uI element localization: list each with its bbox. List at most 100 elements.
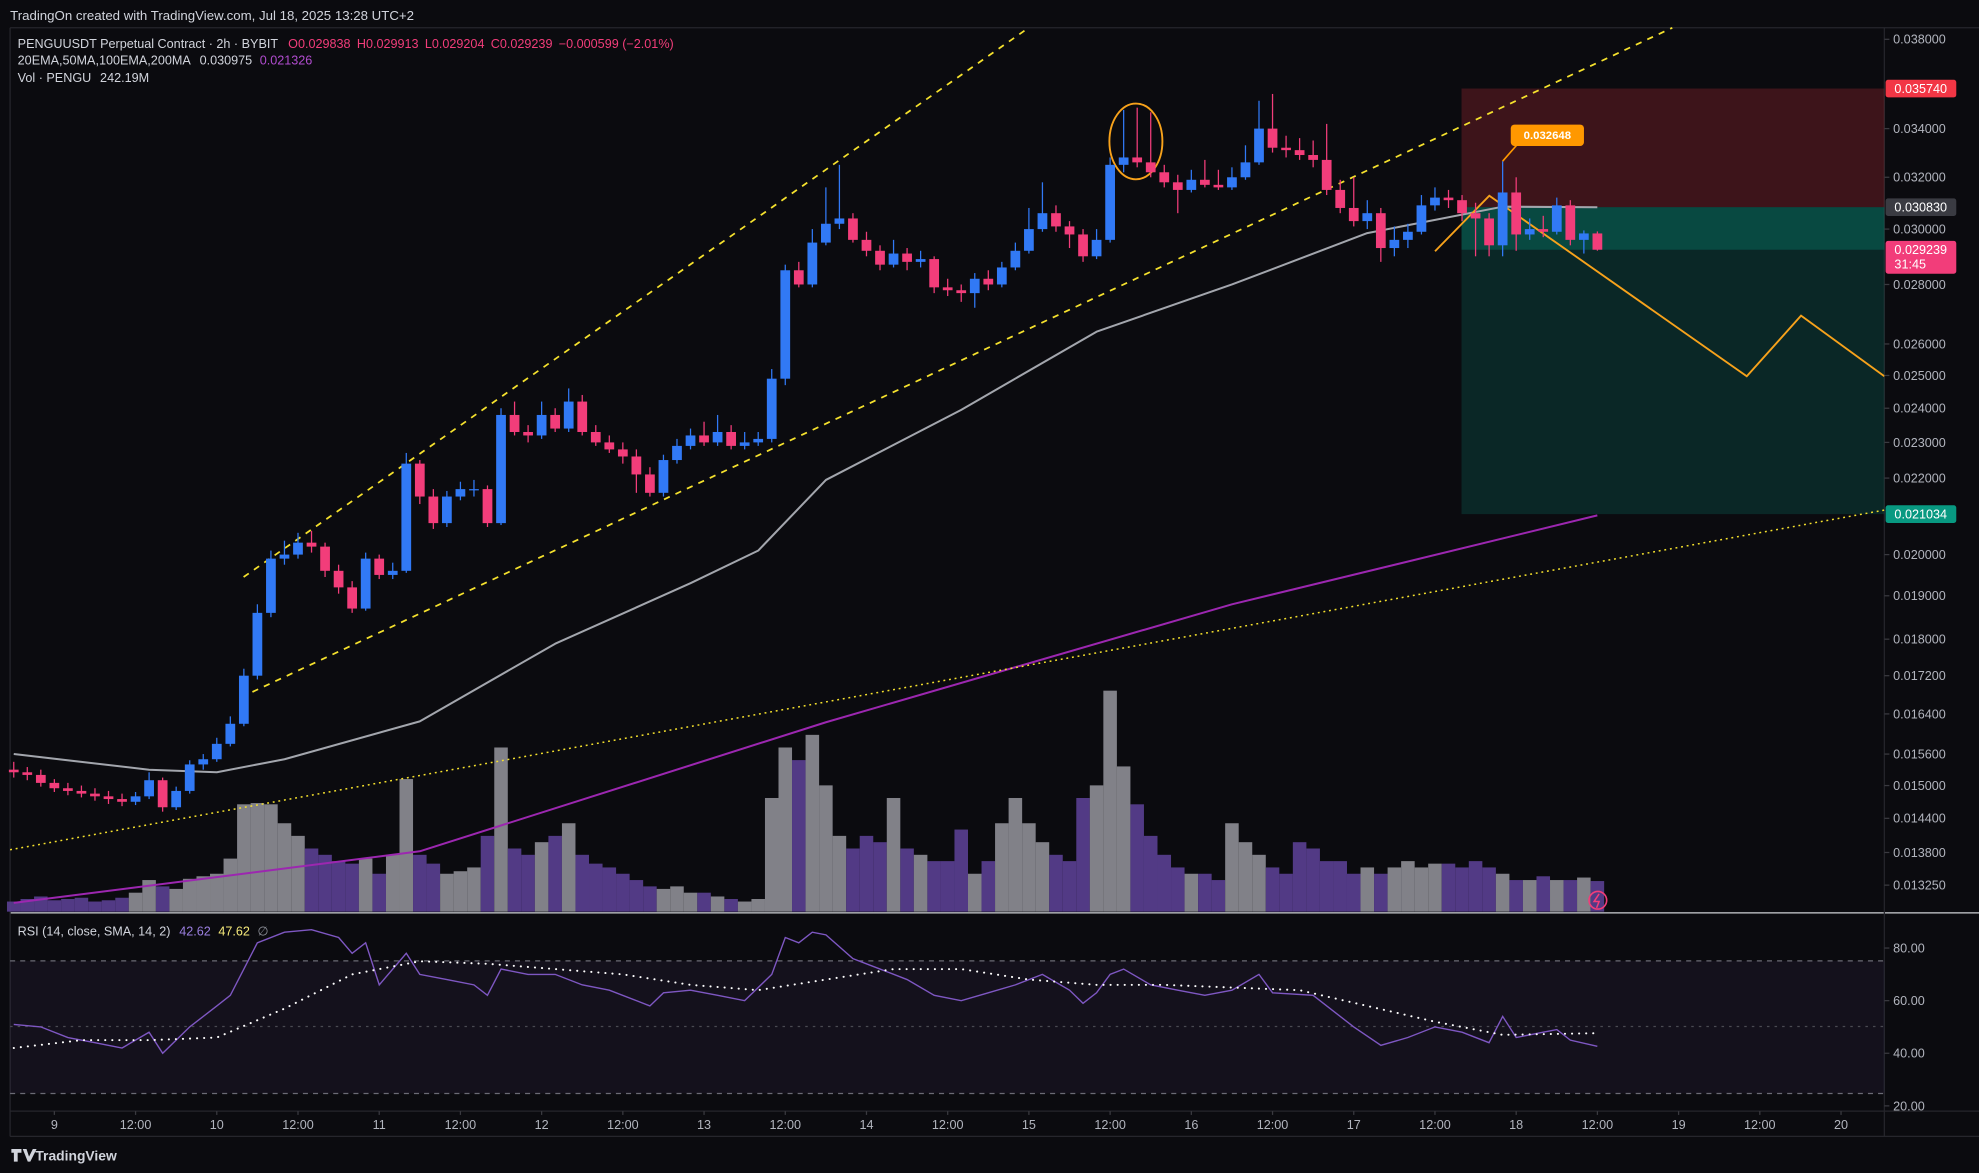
candle-body: [1348, 207, 1359, 222]
position-tool: [1461, 88, 1885, 515]
y-tick-label: 0.013800: [1893, 846, 1946, 860]
volume-bar: [1577, 877, 1591, 912]
credit: TradingOn created with TradingView.com, …: [10, 8, 414, 23]
volume-bar: [521, 854, 535, 912]
volume-bar: [1089, 785, 1104, 912]
candle-body: [915, 259, 926, 262]
x-tick-label: 12:00: [607, 1118, 639, 1132]
volume-bar: [47, 900, 62, 912]
symbol-legend: PENGUUSDT Perpetual Contract · 2h · BYBI…: [18, 37, 674, 51]
volume-bar: [656, 888, 671, 912]
volume-bar: [1401, 861, 1415, 912]
candle-body: [699, 435, 709, 443]
volume-bar: [886, 797, 901, 912]
volume-bar: [291, 835, 305, 912]
x-tick-label: 19: [1672, 1118, 1686, 1132]
rsi-tick-label: 20.00: [1893, 1099, 1925, 1113]
candle-body: [793, 270, 804, 285]
volume-bar: [1333, 861, 1347, 912]
volume-bar: [995, 823, 1009, 912]
candle-body: [279, 554, 290, 559]
volume-bar: [1008, 797, 1023, 912]
candle-body: [90, 793, 100, 797]
candle-body: [1281, 147, 1291, 151]
volume-bar: [589, 863, 603, 912]
channel-line: [252, 26, 1673, 693]
candle-body: [875, 250, 885, 265]
x-tick-label: 12:00: [445, 1118, 477, 1132]
candle-body: [1254, 128, 1264, 163]
candle-body: [1267, 128, 1278, 148]
volume-bar: [1171, 867, 1185, 912]
volume-bar: [873, 842, 887, 912]
y-tick-label: 0.038000: [1893, 33, 1946, 47]
volume-bar: [358, 858, 373, 912]
candle-body: [1024, 229, 1034, 251]
candle-body: [360, 558, 371, 609]
callout-pointer: [1502, 144, 1518, 162]
candle-body: [414, 463, 425, 497]
y-tick-label: 0.018000: [1893, 633, 1946, 647]
candle-body: [780, 270, 791, 379]
volume-bar: [602, 867, 617, 912]
x-tick-label: 18: [1509, 1118, 1523, 1132]
candle-body: [617, 449, 628, 457]
candle-body: [1403, 231, 1413, 240]
vol-label: Vol · PENGU: [18, 71, 92, 85]
candle-body: [1091, 239, 1102, 257]
rsi-tick-label: 60.00: [1893, 994, 1925, 1008]
position-zone: [1461, 207, 1885, 250]
volume-bar: [61, 899, 75, 912]
candle-body: [645, 474, 655, 493]
volume-bar: [1482, 867, 1496, 912]
ma-label: 20EMA,50MA,100EMA,200MA: [18, 53, 192, 67]
x-tick-label: 12:00: [932, 1118, 964, 1132]
x-tick-label: 9: [51, 1118, 58, 1132]
volume-bar: [1414, 867, 1429, 912]
labels: 0.038000 0.034000 0.032000 0.030000 0.028000…: [51, 33, 1957, 1132]
alert-icon[interactable]: [1588, 890, 1608, 910]
candle-body: [1551, 205, 1562, 232]
volume-bar: [1157, 854, 1172, 912]
candle-body: [550, 414, 561, 429]
candle-body: [1240, 162, 1251, 178]
volume-bar: [128, 892, 143, 912]
volume-bar: [927, 861, 941, 912]
candle-body: [1470, 213, 1481, 219]
candle-body: [834, 218, 845, 224]
candle-body: [685, 435, 696, 446]
volume-bar: [1022, 823, 1036, 912]
candle-body: [1294, 150, 1305, 156]
candle-body: [1362, 213, 1373, 222]
candle-body: [956, 290, 967, 294]
candle-body: [509, 414, 520, 432]
y-tick-label: 0.034000: [1893, 122, 1946, 136]
candle-body: [252, 612, 263, 676]
candle-body: [1497, 192, 1508, 246]
change: −0.000599 (−2.01%): [559, 37, 674, 51]
volume-bar: [385, 854, 400, 912]
volume-bar: [115, 897, 129, 912]
volume-bar: [670, 886, 684, 912]
volume-bar: [1076, 797, 1090, 912]
candle-body: [888, 253, 899, 265]
candle-body: [225, 723, 236, 744]
x-tick-label: 14: [859, 1118, 873, 1132]
candle-body: [1010, 250, 1021, 268]
volume-bar: [304, 848, 319, 912]
candle-body: [306, 542, 317, 547]
volume-bar: [751, 899, 765, 912]
candle-body: [63, 788, 73, 791]
candle-body: [130, 796, 141, 802]
candle-body: [821, 223, 831, 243]
volume-bar: [250, 803, 265, 912]
volume-bar: [1062, 861, 1077, 912]
candle-body: [1186, 179, 1197, 190]
volume-bar: [534, 842, 549, 912]
candle-body: [1484, 218, 1494, 246]
volume-bar: [967, 873, 982, 912]
volume-bar: [629, 880, 644, 912]
candle-body: [198, 759, 209, 765]
candle-body: [1430, 197, 1440, 206]
candle-body: [1538, 229, 1549, 232]
